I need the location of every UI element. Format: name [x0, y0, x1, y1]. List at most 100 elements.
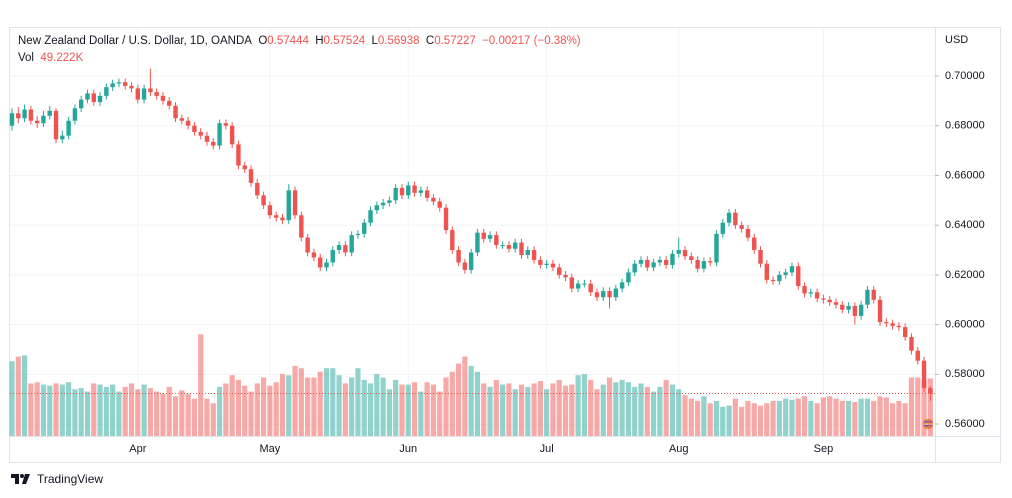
volume-bar: [411, 382, 418, 436]
candle-body: [198, 131, 203, 136]
candle-body: [689, 256, 694, 260]
volume-bar: [795, 398, 801, 436]
volume-bar: [839, 400, 845, 436]
candle-body: [720, 222, 725, 234]
candle-body: [129, 85, 134, 89]
candle-body: [148, 88, 153, 93]
volume-bar: [739, 406, 745, 436]
candle-body: [412, 185, 417, 193]
candle-body: [877, 299, 883, 323]
volume-bar: [172, 396, 179, 436]
candle-body: [330, 250, 335, 263]
candle-body: [582, 283, 587, 285]
volume-bar: [619, 379, 625, 436]
candle-body: [443, 207, 449, 231]
volume-bar: [78, 388, 84, 436]
candle-body: [714, 233, 719, 263]
volume-bar: [745, 400, 751, 436]
candle-body: [808, 292, 814, 294]
brand-logo[interactable]: [10, 472, 32, 486]
candle-body: [871, 289, 876, 300]
x-tick-label: Sep: [814, 443, 834, 455]
candle-body: [519, 242, 524, 255]
volume-bar: [47, 385, 53, 436]
volume-bar: [695, 400, 701, 436]
volume-bar: [808, 400, 814, 436]
volume-bar: [279, 374, 286, 436]
volume-bar: [908, 377, 915, 436]
volume-bar: [430, 384, 437, 436]
volume-bar: [147, 388, 153, 436]
candle-body: [764, 263, 769, 280]
candle-body: [531, 250, 537, 260]
volume-bar: [757, 405, 764, 436]
volume-bar: [657, 386, 663, 436]
candle-body: [456, 250, 461, 263]
candle-body: [72, 108, 78, 121]
candle-body: [682, 250, 688, 257]
candle-body: [789, 266, 795, 273]
ohlc-value: 0.57227: [434, 35, 476, 47]
ohlc-letter: C: [425, 35, 435, 47]
candle-body: [343, 245, 348, 253]
candle-body: [821, 298, 826, 300]
candle-body: [431, 197, 436, 202]
candle-body: [594, 292, 600, 298]
volume-bar: [135, 389, 141, 436]
candle-body: [368, 210, 373, 223]
volume-bar: [600, 384, 606, 436]
volume-bar: [418, 391, 424, 436]
y-tick-label: 0.56000: [945, 418, 985, 430]
volume-bar: [166, 386, 172, 436]
candle-body: [902, 327, 908, 338]
volume-bar: [751, 403, 757, 436]
volume-bar: [198, 334, 204, 436]
candle-body: [217, 123, 222, 146]
candle-body: [733, 212, 738, 226]
legend-row: New Zealand Dollar / U.S. Dollar, 1D, OA…: [18, 35, 581, 47]
volume-bar: [66, 382, 72, 436]
volume-bar: [380, 377, 386, 436]
candle-body: [406, 185, 411, 196]
candle-body: [374, 205, 380, 211]
volume-bar: [594, 389, 600, 436]
volume-bar: [613, 382, 619, 436]
volume-bar: [160, 393, 166, 436]
candle-body: [676, 250, 681, 254]
volume-bar: [644, 386, 650, 436]
volume-bar: [676, 389, 682, 436]
volume-bar: [518, 384, 525, 436]
candle-body: [380, 202, 386, 206]
x-tick-label: Jun: [399, 443, 417, 455]
volume-bar: [562, 385, 569, 436]
candle-body: [318, 257, 323, 268]
candle-body: [450, 230, 455, 251]
volume-bar: [223, 383, 229, 436]
candle-body: [569, 277, 575, 289]
volume-bar: [569, 384, 575, 436]
volume-bar: [827, 396, 833, 436]
candle-body: [645, 259, 650, 268]
x-tick-label: Jul: [540, 443, 554, 455]
candle-body: [305, 237, 310, 253]
volume-bar: [91, 383, 97, 436]
volume-bar: [374, 374, 380, 436]
candle-body: [657, 259, 663, 263]
volume-bar: [783, 398, 789, 436]
brand-name[interactable]: TradingView: [37, 472, 104, 486]
volume-bar: [525, 386, 531, 436]
volume-bar: [638, 383, 644, 436]
candle-body: [135, 88, 140, 100]
volume-bar: [915, 377, 921, 436]
volume-bar: [53, 383, 59, 436]
candle-body: [588, 283, 593, 293]
candle-body: [349, 235, 354, 253]
y-tick-label: 0.60000: [945, 319, 985, 331]
volume-bar: [707, 403, 713, 436]
candle-body: [173, 105, 178, 119]
candle-body: [22, 109, 27, 119]
volume-bar: [84, 391, 91, 436]
y-tick-label: 0.58000: [945, 368, 985, 380]
volume-bar: [355, 368, 361, 436]
